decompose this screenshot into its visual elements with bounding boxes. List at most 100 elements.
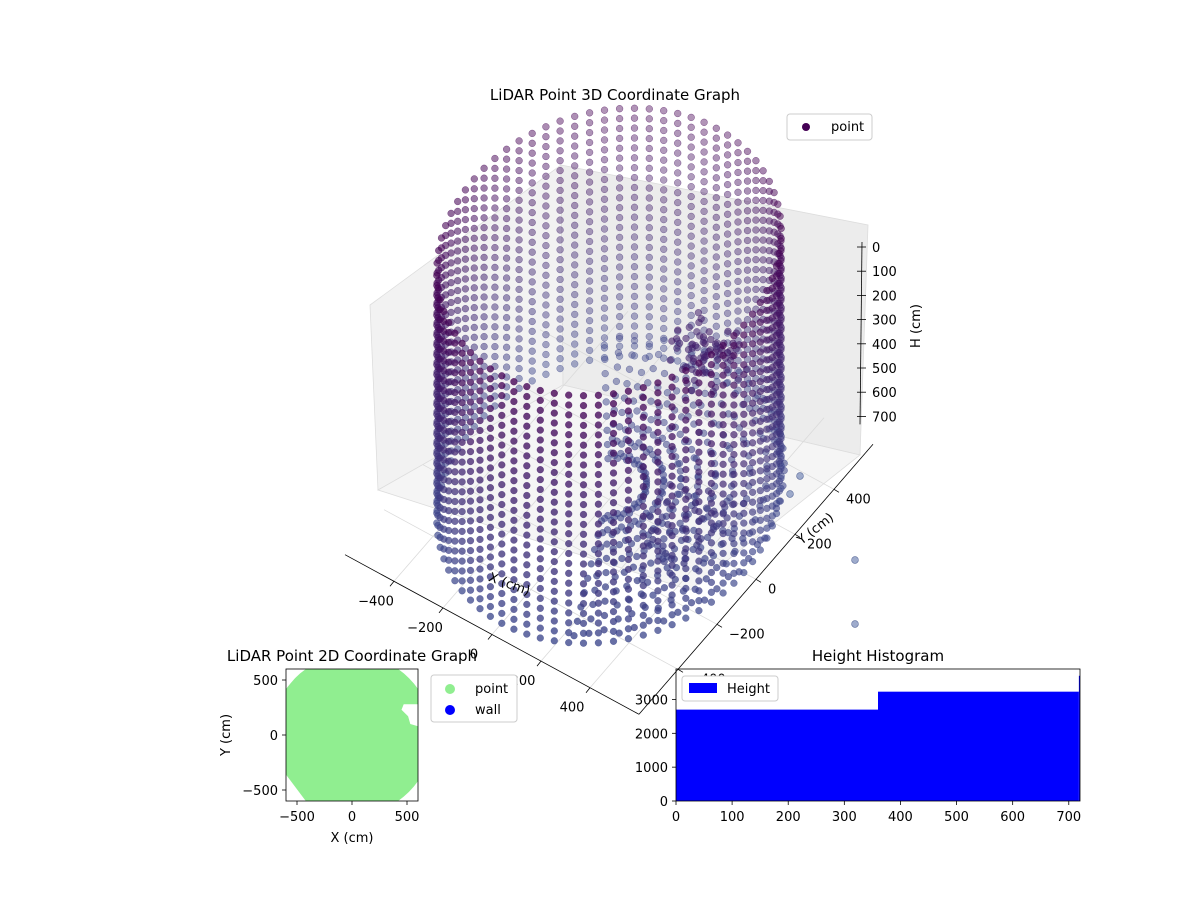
point-3d <box>763 296 771 305</box>
z-tick-label-3d: 400 <box>872 338 897 353</box>
point-3d <box>594 441 603 449</box>
point-3d <box>615 243 624 251</box>
point-3d <box>687 272 695 280</box>
point-3d <box>707 578 716 587</box>
point-3d <box>668 492 676 500</box>
point-3d <box>451 349 459 357</box>
point-3d <box>594 540 603 548</box>
point-3d <box>644 379 652 387</box>
point-3d <box>624 486 633 494</box>
point-3d <box>556 186 564 195</box>
point-3d <box>639 443 647 451</box>
point-3d <box>480 392 488 400</box>
point-3d <box>700 158 708 166</box>
point-3d <box>687 262 695 270</box>
point-3d <box>528 199 536 207</box>
point-3d <box>740 331 748 339</box>
point-3d <box>486 375 495 383</box>
point-3d <box>712 144 720 152</box>
point-3d <box>502 175 511 183</box>
point-3d <box>775 249 783 258</box>
point-3d <box>763 475 771 483</box>
point-3d <box>480 402 488 410</box>
point-3d <box>579 500 588 509</box>
point-3d <box>674 179 682 187</box>
point-3d <box>730 510 738 518</box>
point-3d <box>600 274 609 283</box>
point-3d <box>480 174 488 182</box>
point-3d <box>523 610 531 618</box>
point-3d <box>542 142 550 151</box>
point-3d <box>523 392 531 401</box>
point-3d <box>609 528 618 537</box>
point-3d <box>585 198 594 206</box>
point-3d <box>476 466 484 474</box>
point-3d <box>476 367 484 375</box>
point-3d <box>528 218 536 227</box>
point-3d <box>565 520 573 528</box>
point-3d <box>600 334 609 342</box>
point-3d <box>458 339 466 347</box>
point-3d <box>776 212 784 220</box>
point-3d <box>743 286 752 294</box>
point-3d <box>542 251 550 260</box>
point-3d <box>756 407 764 416</box>
point-3d <box>639 611 647 619</box>
point-3d <box>600 116 609 124</box>
point-3d <box>660 206 668 214</box>
point-3d <box>466 556 475 565</box>
point-3d <box>454 237 462 245</box>
point-3d <box>609 598 618 606</box>
point-3d <box>674 268 682 276</box>
point-3d <box>445 556 453 564</box>
point-3d <box>480 362 488 370</box>
point-3d <box>579 481 588 489</box>
point-3d <box>687 599 696 607</box>
point-3d <box>759 167 767 175</box>
point-3d <box>701 353 709 361</box>
point-3d <box>630 203 639 211</box>
point-3d <box>707 588 716 596</box>
point-3d <box>712 154 720 162</box>
point-3d <box>624 496 633 504</box>
point-3d <box>579 411 588 420</box>
point-3d <box>645 125 653 133</box>
point-3d <box>498 372 506 380</box>
point-3d <box>730 431 738 439</box>
point-3d <box>486 394 495 403</box>
point-3d <box>639 581 647 590</box>
point-3d <box>536 495 544 504</box>
z-tick-label-3d: 200 <box>872 289 897 304</box>
point-3d <box>723 220 732 228</box>
point-3d <box>445 328 453 337</box>
point-3d <box>600 314 609 322</box>
point-3d <box>719 411 727 419</box>
point-3d <box>730 332 738 340</box>
point-3d <box>470 294 478 302</box>
point-3d <box>458 478 466 486</box>
point-3d <box>682 545 690 553</box>
point-3d <box>712 213 720 222</box>
point-3d <box>594 599 603 607</box>
point-3d <box>633 407 641 415</box>
point-3d <box>707 450 716 458</box>
point-3d <box>645 164 653 172</box>
point-3d <box>510 615 518 623</box>
point-3d <box>712 134 720 142</box>
point-3d <box>654 587 662 595</box>
point-3d <box>458 438 466 446</box>
point-3d <box>466 388 475 396</box>
point-3d <box>752 196 760 204</box>
point-3d <box>660 275 668 283</box>
point-3d <box>470 303 478 312</box>
point-3d <box>730 490 738 498</box>
point-3d <box>639 383 647 392</box>
point-3d <box>470 343 478 351</box>
point-3d <box>594 559 603 568</box>
point-3d <box>660 116 668 125</box>
point-3d <box>600 245 609 253</box>
point-3d <box>515 236 523 244</box>
point-3d <box>445 318 453 327</box>
point-3d <box>536 386 544 395</box>
